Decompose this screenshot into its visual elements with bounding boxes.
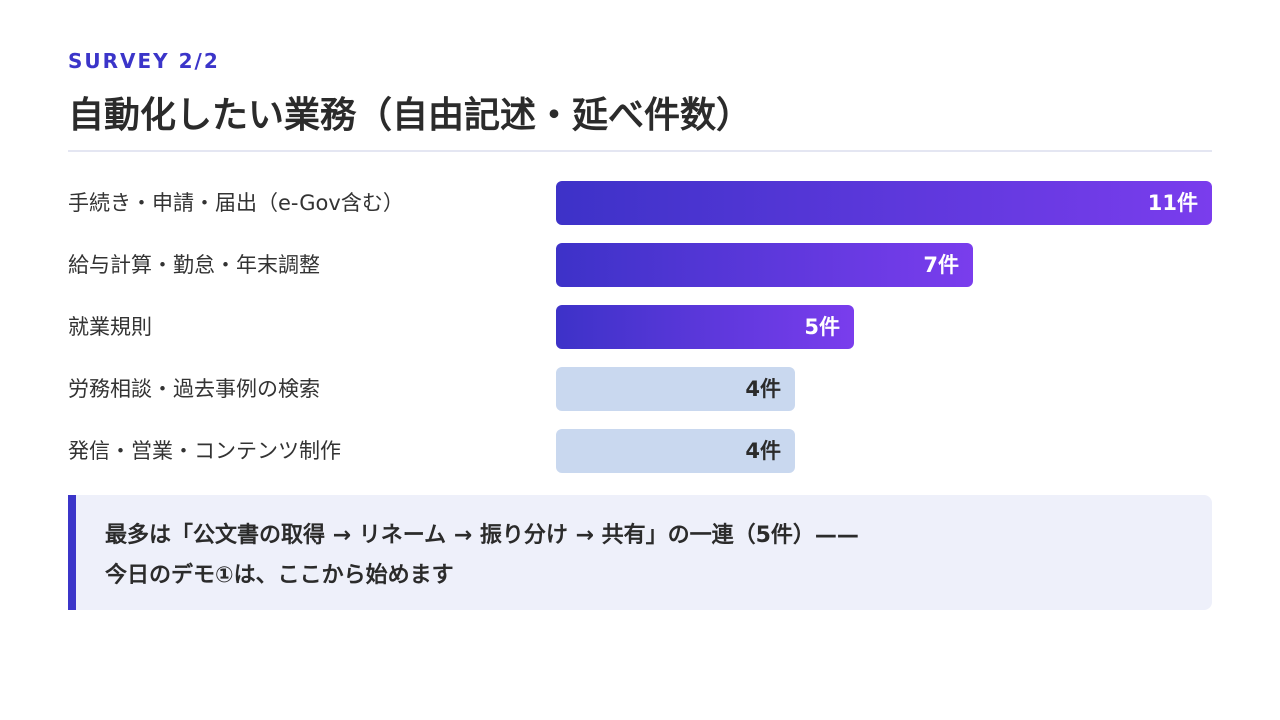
callout-accent-bar	[68, 495, 76, 610]
eyebrow-label: SURVEY 2/2	[68, 49, 220, 73]
callout-text-line-1: 最多は「公文書の取得 → リネーム → 振り分け → 共有」の一連（5件）——	[105, 523, 859, 548]
bar-value-label: 5件	[804, 315, 840, 339]
bar-value-label: 7件	[923, 253, 959, 277]
bar-value-label: 4件	[745, 377, 781, 401]
bar-value-label: 4件	[745, 439, 781, 463]
bar: 5件	[556, 305, 854, 349]
callout-box: 最多は「公文書の取得 → リネーム → 振り分け → 共有」の一連（5件）—— …	[68, 495, 1212, 610]
category-label: 就業規則	[68, 315, 152, 339]
category-label: 労務相談・過去事例の検索	[68, 377, 320, 401]
title-divider	[68, 150, 1212, 152]
category-label: 手続き・申請・届出（e-Gov含む）	[68, 191, 404, 215]
bar: 11件	[556, 181, 1212, 225]
bar: 4件	[556, 367, 795, 411]
bar: 7件	[556, 243, 973, 287]
bar-value-label: 11件	[1147, 191, 1198, 215]
page-title: 自動化したい業務（自由記述・延べ件数）	[68, 95, 753, 136]
bar: 4件	[556, 429, 795, 473]
category-label: 発信・営業・コンテンツ制作	[68, 439, 341, 463]
category-label: 給与計算・勤怠・年末調整	[68, 253, 320, 277]
callout-text-line-2: 今日のデモ①は、ここから始めます	[105, 563, 454, 588]
